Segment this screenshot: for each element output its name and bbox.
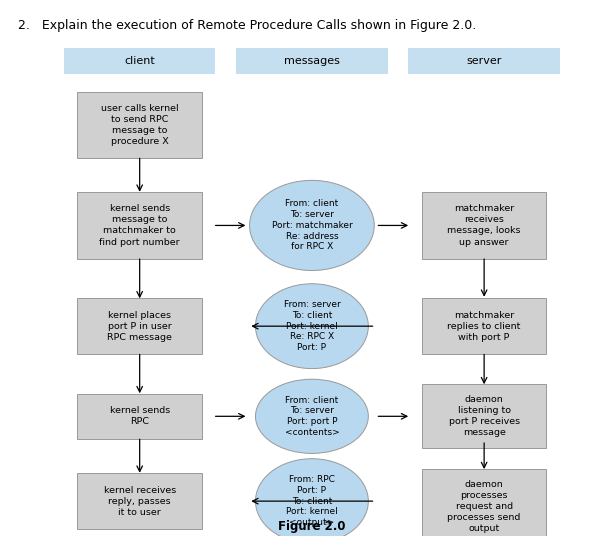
Text: matchmaker
receives
message, looks
up answer: matchmaker receives message, looks up an… [447,204,521,247]
Text: kernel receives
reply, passes
it to user: kernel receives reply, passes it to user [104,485,176,517]
FancyBboxPatch shape [78,192,202,259]
Text: daemon
processes
request and
processes send
output: daemon processes request and processes s… [447,480,521,533]
Text: daemon
listening to
port P receives
message: daemon listening to port P receives mess… [448,395,520,438]
Text: 2.   Explain the execution of Remote Procedure Calls shown in Figure 2.0.: 2. Explain the execution of Remote Proce… [18,18,476,32]
Text: Figure 2.0: Figure 2.0 [278,520,345,533]
Ellipse shape [250,180,375,270]
FancyBboxPatch shape [236,48,388,74]
Ellipse shape [256,283,368,368]
Text: From: client
To: server
Port: matchmaker
Re: address
for RPC X: From: client To: server Port: matchmaker… [271,200,352,252]
Text: kernel sends
message to
matchmaker to
find port number: kernel sends message to matchmaker to fi… [99,204,180,247]
Text: From: server
To: client
Port: kernel
Re: RPC X
Port: P: From: server To: client Port: kernel Re:… [284,300,341,352]
Text: kernel places
port P in user
RPC message: kernel places port P in user RPC message [107,311,172,342]
Text: From: client
To: server
Port: port P
<contents>: From: client To: server Port: port P <co… [285,395,339,437]
Text: From: RPC
Port: P
To: client
Port: kernel
<output>: From: RPC Port: P To: client Port: kerne… [286,475,338,527]
FancyBboxPatch shape [408,48,560,74]
Ellipse shape [256,459,368,541]
FancyBboxPatch shape [78,91,202,158]
FancyBboxPatch shape [422,298,547,354]
FancyBboxPatch shape [422,192,547,259]
Text: messages: messages [284,56,340,66]
FancyBboxPatch shape [78,473,202,529]
FancyBboxPatch shape [422,385,547,448]
Text: user calls kernel
to send RPC
message to
procedure X: user calls kernel to send RPC message to… [101,103,179,146]
FancyBboxPatch shape [78,298,202,354]
Text: kernel sends
RPC: kernel sends RPC [110,406,170,426]
FancyBboxPatch shape [422,469,547,541]
Text: client: client [124,56,155,66]
Text: server: server [467,56,502,66]
Text: matchmaker
replies to client
with port P: matchmaker replies to client with port P [447,311,521,342]
FancyBboxPatch shape [64,48,215,74]
FancyBboxPatch shape [78,394,202,439]
Ellipse shape [256,379,368,453]
